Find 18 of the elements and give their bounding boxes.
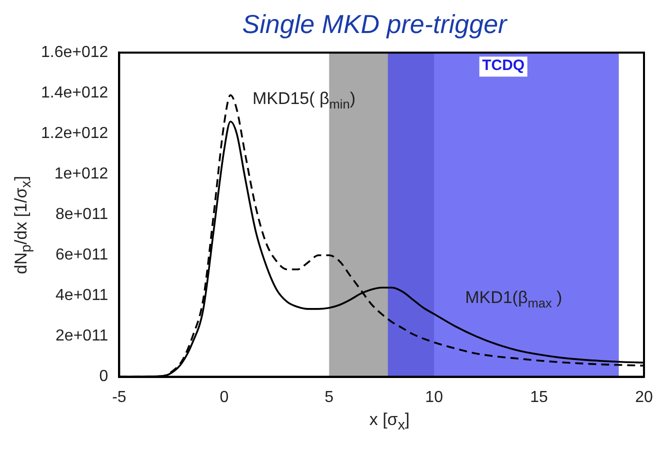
x-tick-label: 15 bbox=[530, 388, 548, 406]
y-tick-label: 6e+011 bbox=[56, 246, 108, 264]
x-tick-label: -5 bbox=[112, 388, 126, 406]
x-tick-label: 5 bbox=[324, 388, 334, 406]
y-tick-label: 1e+012 bbox=[54, 166, 108, 183]
y-tick-label: 0 bbox=[99, 368, 108, 386]
y-tick-label: 1.6e+012 bbox=[40, 44, 108, 62]
band-label: TCDQ bbox=[482, 57, 525, 74]
x-tick-label: 0 bbox=[220, 388, 229, 406]
x-axis-title: x [σ$_{x}$] bbox=[368, 410, 411, 434]
chart-title: Single MKD pre-trigger bbox=[241, 8, 508, 40]
x-tick-label: 10 bbox=[425, 388, 444, 406]
x-tick-label: 20 bbox=[635, 388, 653, 406]
y-tick-label: 2e+011 bbox=[56, 328, 108, 345]
y-tick-label: 1.4e+012 bbox=[40, 84, 108, 102]
y-tick-label: 4e+011 bbox=[56, 287, 108, 304]
y-tick-label: 1.2e+012 bbox=[40, 125, 108, 142]
y-tick-label: 8e+011 bbox=[56, 206, 108, 224]
